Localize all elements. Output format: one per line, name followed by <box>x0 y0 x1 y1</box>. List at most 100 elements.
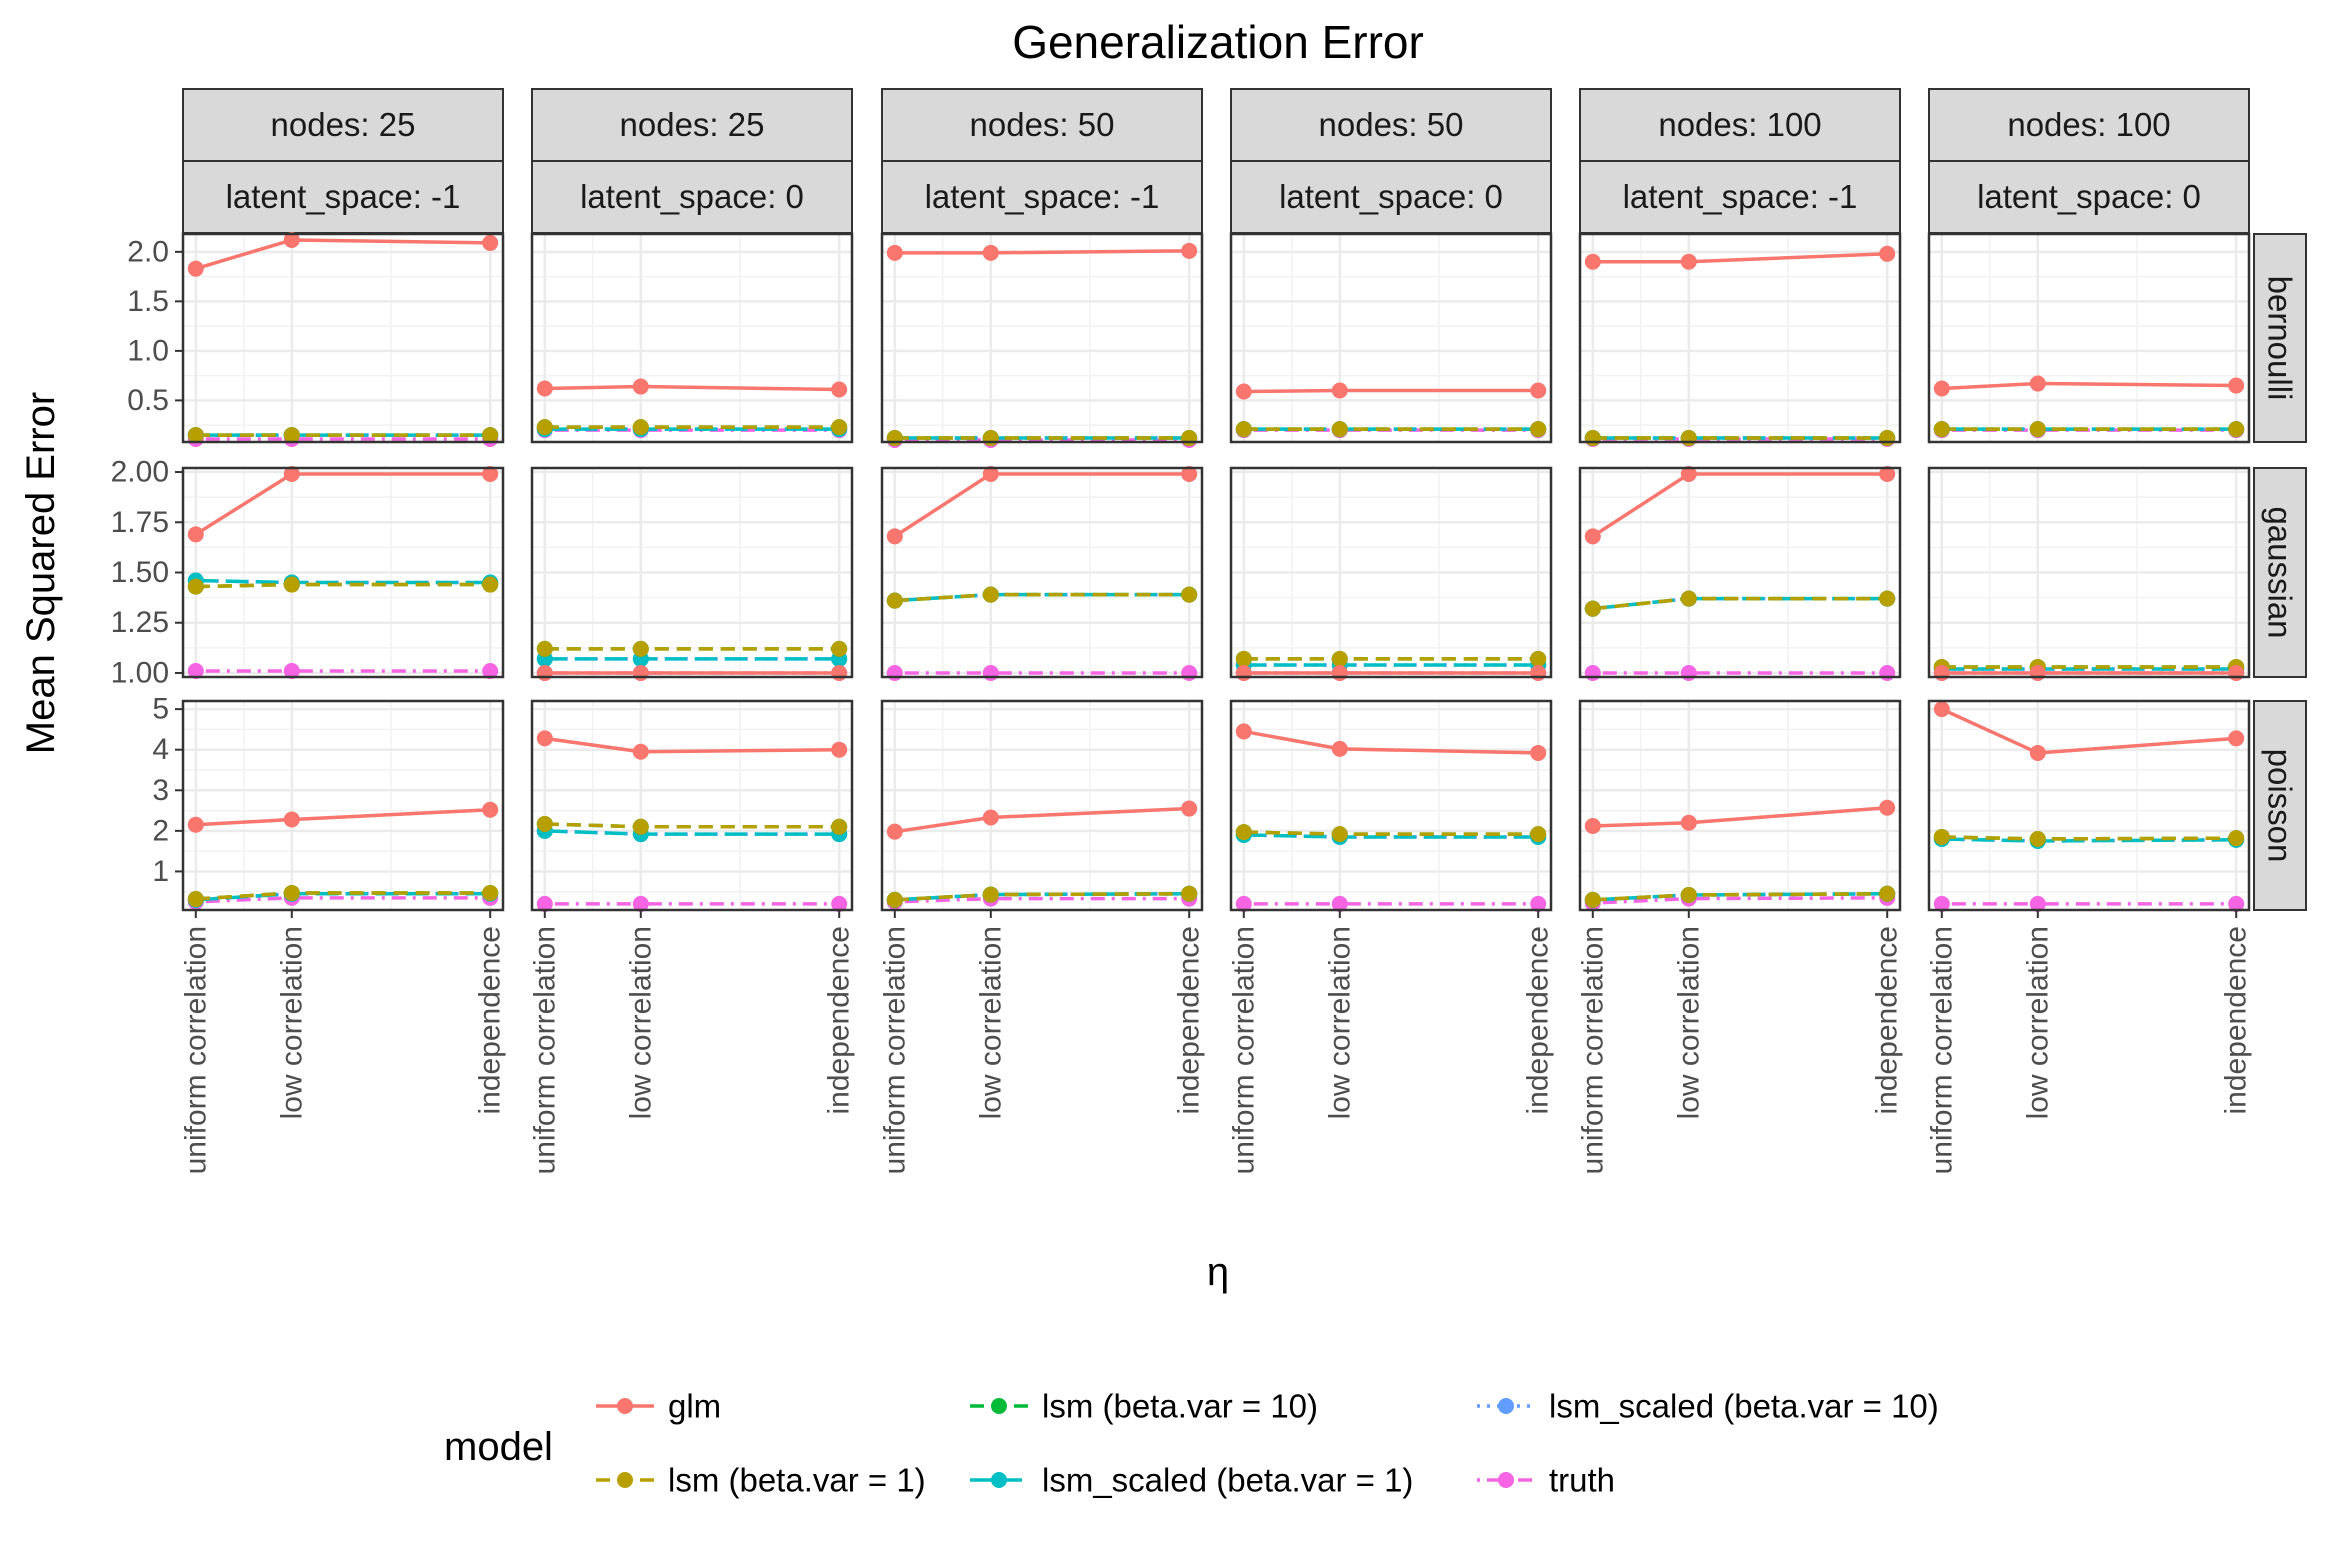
y-tick-label: 1.50 <box>111 556 169 589</box>
facet-strip-latent <box>1928 160 2250 234</box>
data-point-truth <box>187 662 204 679</box>
data-point-lsm1 <box>1181 430 1198 447</box>
data-point-glm <box>2029 744 2046 761</box>
y-tick-label: 3 <box>152 774 169 807</box>
panel-border <box>880 699 1204 912</box>
panel-border <box>1229 232 1553 444</box>
data-point-lsm1 <box>1530 650 1547 667</box>
data-point-glm <box>187 816 204 833</box>
data-point-lsm1 <box>1235 824 1252 841</box>
data-point-truth <box>1680 664 1697 681</box>
legend-label: lsm (beta.var = 1) <box>668 1462 926 1499</box>
data-point-truth <box>482 662 499 679</box>
y-tick-label: 1.25 <box>111 606 169 639</box>
facet-panel: uniform correlation low correlation indepe… <box>878 699 1206 1174</box>
facet-strip-family-label: gaussian <box>2262 506 2299 638</box>
panel-background <box>882 701 1202 910</box>
legend-key-point <box>991 1398 1007 1414</box>
panel-background <box>1929 234 2249 442</box>
data-point-glm <box>2228 730 2245 747</box>
data-point-glm <box>886 823 903 840</box>
data-point-glm <box>632 664 649 681</box>
data-point-truth <box>1235 895 1252 912</box>
facet-strip-nodes-label: nodes: 25 <box>620 106 765 143</box>
facet-strip-nodes-label: nodes: 50 <box>1319 106 1464 143</box>
facet-strip-latent-label: latent_space: -1 <box>226 178 461 215</box>
y-tick-label: 0.5 <box>127 384 169 417</box>
facet-strip-latent <box>881 160 1203 234</box>
x-axis-label: η <box>1207 1250 1229 1294</box>
data-point-lsm1 <box>1933 421 1950 438</box>
data-point-lsm1 <box>2228 421 2245 438</box>
data-point-glm <box>2228 377 2245 394</box>
panel-border <box>1927 466 2251 679</box>
y-tick-label: 1.5 <box>127 285 169 318</box>
data-point-glm <box>982 466 999 483</box>
data-point-glm <box>982 244 999 261</box>
x-tick-label: independence <box>1522 926 1555 1115</box>
x-tick-label: low correlation <box>275 926 308 1119</box>
panel-background <box>1580 701 1900 910</box>
data-point-lsm1 <box>536 419 553 436</box>
data-point-lsm1 <box>1530 421 1547 438</box>
data-point-lsm1 <box>283 576 300 593</box>
data-point-glm <box>536 380 553 397</box>
facet-strip-latent-label: latent_space: 0 <box>580 178 804 215</box>
data-point-glm <box>283 231 300 248</box>
data-point-truth <box>1879 664 1896 681</box>
data-point-truth <box>982 664 999 681</box>
data-point-glm <box>482 234 499 251</box>
x-tick-label: independence <box>1871 926 1904 1115</box>
data-point-lsm1 <box>632 419 649 436</box>
x-tick-label: low correlation <box>1672 926 1705 1119</box>
panel-border <box>1578 466 1902 679</box>
data-point-glm <box>2228 664 2245 681</box>
data-point-lsm1 <box>886 891 903 908</box>
data-point-glm <box>1331 740 1348 757</box>
panel-border <box>1578 699 1902 912</box>
panel-background <box>183 701 503 910</box>
x-tick-label: uniform correlation <box>528 926 561 1174</box>
legend-item-lsm10: lsm (beta.var = 10) <box>970 1388 1318 1425</box>
data-point-glm <box>283 466 300 483</box>
facet-strip-latent-label: latent_space: -1 <box>1623 178 1858 215</box>
data-point-lsm1 <box>482 427 499 444</box>
data-point-glm <box>1680 466 1697 483</box>
data-point-truth <box>283 662 300 679</box>
y-tick-label: 1.00 <box>111 656 169 689</box>
panel-border <box>530 466 854 679</box>
data-point-truth <box>1530 895 1547 912</box>
panel-border <box>880 466 1204 679</box>
data-point-truth <box>1584 664 1601 681</box>
x-tick-label: uniform correlation <box>1925 926 1958 1174</box>
data-point-lsm1 <box>982 886 999 903</box>
data-point-lsm1 <box>1331 826 1348 843</box>
facet-strip-latent-label: latent_space: 0 <box>1279 178 1503 215</box>
panel-background <box>532 701 852 910</box>
data-point-lsm1 <box>632 640 649 657</box>
data-point-lsm1 <box>187 427 204 444</box>
panel-background <box>532 234 852 442</box>
facet-strip-latent <box>1579 160 1901 234</box>
data-point-glm <box>1680 253 1697 270</box>
panel-border <box>530 232 854 444</box>
panel-background <box>1929 701 2249 910</box>
panel-border <box>181 699 505 912</box>
facet-strip-family <box>2253 233 2307 443</box>
data-point-glm <box>982 809 999 826</box>
data-point-lsm1 <box>2029 421 2046 438</box>
facet-strip-family-label: poisson <box>2262 749 2299 863</box>
facet-panel: 1 2 3 4 5 uniform correlation low correlation i… <box>152 693 506 1175</box>
data-point-glm <box>2029 664 2046 681</box>
legend-item-lsc1: lsm_scaled (beta.var = 1) <box>970 1462 1413 1499</box>
data-point-lsm1 <box>482 884 499 901</box>
y-tick-label: 2.00 <box>111 456 169 489</box>
legend-key-point <box>1498 1398 1514 1414</box>
y-tick-label: 5 <box>152 693 169 726</box>
data-point-glm <box>1680 814 1697 831</box>
legend-title: model <box>444 1425 553 1469</box>
data-point-lsm1 <box>536 640 553 657</box>
facet-strip-latent <box>531 160 853 234</box>
legend-label: lsm_scaled (beta.var = 10) <box>1549 1388 1939 1425</box>
data-point-lsm1 <box>1680 590 1697 607</box>
